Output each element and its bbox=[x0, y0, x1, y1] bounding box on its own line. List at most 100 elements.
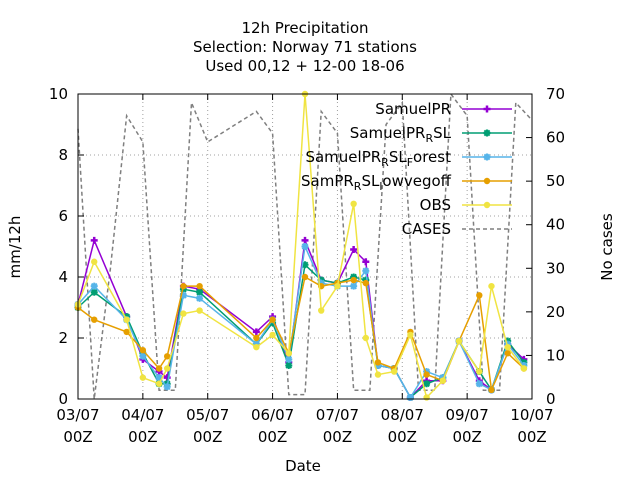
data-point-sampr-r-sl-lowvegoff bbox=[488, 386, 495, 394]
legend-label-part: l bbox=[379, 180, 382, 193]
y2-tick-label: 20 bbox=[546, 303, 565, 321]
series-line-samuelpr bbox=[77, 237, 525, 399]
legend-label-part: R bbox=[425, 132, 433, 145]
data-point-obs bbox=[488, 282, 495, 290]
data-point-obs bbox=[91, 258, 98, 265]
y-tick-label: 0 bbox=[58, 390, 68, 408]
x-tick-label-hour: 00Z bbox=[388, 428, 417, 446]
data-point-samuelpr-r-sl-forest bbox=[362, 267, 370, 275]
x-tick-label-date: 08/07 bbox=[381, 406, 424, 424]
data-point-samuelpr-r-sl bbox=[196, 288, 204, 296]
legend-label-part: SamPR bbox=[301, 172, 354, 190]
legend-label-cases: CASES bbox=[402, 220, 451, 238]
data-point-sampr-r-sl-lowvegoff bbox=[196, 282, 203, 290]
data-point-obs bbox=[269, 331, 276, 339]
x-tick-label-date: 05/07 bbox=[186, 406, 229, 424]
data-point-obs bbox=[390, 368, 398, 375]
data-point-sampr-r-sl-lowvegoff bbox=[476, 292, 483, 299]
data-point-samuelpr-r-sl bbox=[285, 361, 293, 369]
y2-axis-label: No cases bbox=[598, 213, 616, 281]
x-tick-label-hour: 00Z bbox=[63, 428, 92, 446]
data-point-samuelpr-r-sl bbox=[423, 380, 431, 388]
data-point-sampr-r-sl-lowvegoff bbox=[374, 359, 382, 366]
data-point-samuelpr-r-sl-forest bbox=[90, 282, 98, 290]
x-tick-label-hour: 00Z bbox=[452, 428, 481, 446]
x-tick-label-date: 06/07 bbox=[251, 406, 294, 424]
data-point-obs bbox=[362, 334, 370, 342]
x-tick-label-date: 07/07 bbox=[316, 406, 359, 424]
y2-tick-label: 10 bbox=[546, 346, 565, 364]
data-point-samuelpr-r-sl-forest bbox=[350, 282, 358, 290]
legend-label-samuelpr-r-sl: SamuelPRRSL bbox=[350, 124, 452, 145]
y-tick-label: 2 bbox=[58, 329, 68, 347]
data-point-obs bbox=[374, 371, 382, 378]
chart-title: 12h Precipitation bbox=[241, 19, 368, 37]
data-point-obs bbox=[180, 310, 187, 317]
data-point-samuelpr bbox=[350, 246, 358, 254]
y2-tick-label: 40 bbox=[546, 216, 565, 234]
series-line-cases bbox=[77, 91, 533, 400]
y2-tick-label: 50 bbox=[546, 172, 565, 190]
data-point-obs bbox=[423, 394, 430, 401]
x-tick-label-date: 10/07 bbox=[510, 406, 553, 424]
x-tick-label-hour: 00Z bbox=[128, 428, 157, 446]
data-point-samuelpr-r-sl-forest bbox=[301, 243, 309, 250]
data-point-obs bbox=[407, 331, 414, 339]
y-axis-label: mm/12h bbox=[6, 216, 24, 279]
legend-label-part: OBS bbox=[420, 196, 451, 214]
data-point-sampr-r-sl-lowvegoff bbox=[163, 353, 171, 360]
data-point-sampr-r-sl-lowvegoff bbox=[91, 316, 98, 323]
y-tick-label: 10 bbox=[49, 85, 68, 103]
legend-label-part: SL bbox=[433, 124, 452, 142]
x-tick-label-hour: 00Z bbox=[517, 428, 546, 446]
legend-label-part: owvegoff bbox=[382, 172, 451, 190]
data-point-obs bbox=[139, 374, 147, 381]
data-point-samuelpr-r-sl-forest bbox=[475, 380, 483, 388]
legend-label-part: SamuelPR bbox=[350, 124, 426, 142]
tick-labels: 0 2 4 6 8 10 0 10 20 30 40 50 60 70 03/07 00Z 04/07 00Z 05… bbox=[49, 85, 565, 446]
y-tick-label: 4 bbox=[58, 268, 68, 286]
data-point-samuelpr-r-sl-forest bbox=[196, 294, 204, 302]
data-point-samuelpr bbox=[362, 258, 370, 266]
legend-label-part: F bbox=[407, 156, 413, 169]
data-point-obs bbox=[455, 337, 463, 345]
plot-frame bbox=[77, 93, 533, 400]
data-point-obs bbox=[196, 307, 203, 314]
y2-tick-label: 30 bbox=[546, 259, 565, 277]
cases-layer bbox=[77, 91, 533, 400]
series-layer bbox=[74, 90, 528, 401]
series-obs bbox=[74, 90, 528, 401]
y-tick-label: 8 bbox=[58, 146, 68, 164]
legend-label-part: CASES bbox=[402, 220, 451, 238]
data-point-samuelpr-r-sl-forest bbox=[155, 374, 163, 382]
data-point-obs bbox=[520, 365, 528, 372]
x-tick-label-date: 03/07 bbox=[56, 406, 99, 424]
data-point-samuelpr-r-sl bbox=[301, 261, 309, 269]
grid-lines bbox=[78, 94, 532, 399]
data-point-obs bbox=[253, 343, 260, 351]
data-point-samuelpr-r-sl-forest bbox=[406, 393, 414, 401]
legend-label-part: SL bbox=[389, 148, 408, 166]
chart-subtitle-line-1: Selection: Norway 71 stations bbox=[193, 38, 417, 56]
chart-subtitle-line-2: Used 00,12 + 12-00 18-06 bbox=[205, 57, 404, 75]
legend-label-sampr-r-sl-lowvegoff: SamPRRSLlowvegoff bbox=[301, 172, 452, 193]
legend-label-obs: OBS bbox=[420, 196, 451, 214]
legend-marker-samuelpr-r-sl-forest bbox=[483, 153, 491, 161]
data-point-obs bbox=[123, 316, 130, 323]
data-point-obs bbox=[163, 365, 171, 372]
data-point-obs bbox=[318, 307, 325, 314]
data-point-sampr-r-sl-lowvegoff bbox=[301, 273, 309, 281]
data-point-samuelpr-r-sl-forest bbox=[163, 383, 171, 391]
legend-marker-obs bbox=[483, 201, 491, 209]
data-point-samuelpr bbox=[301, 236, 309, 244]
data-point-obs bbox=[285, 350, 292, 357]
legend-label-part: orest bbox=[413, 148, 451, 166]
x-tick-label-hour: 00Z bbox=[323, 428, 352, 446]
data-point-sampr-r-sl-lowvegoff bbox=[362, 279, 370, 287]
data-point-samuelpr bbox=[90, 236, 98, 244]
y2-tick-label: 70 bbox=[546, 85, 565, 103]
x-tick-label-date: 04/07 bbox=[121, 406, 164, 424]
data-point-samuelpr-r-sl-forest bbox=[179, 291, 187, 299]
axis-ticks bbox=[77, 93, 533, 400]
